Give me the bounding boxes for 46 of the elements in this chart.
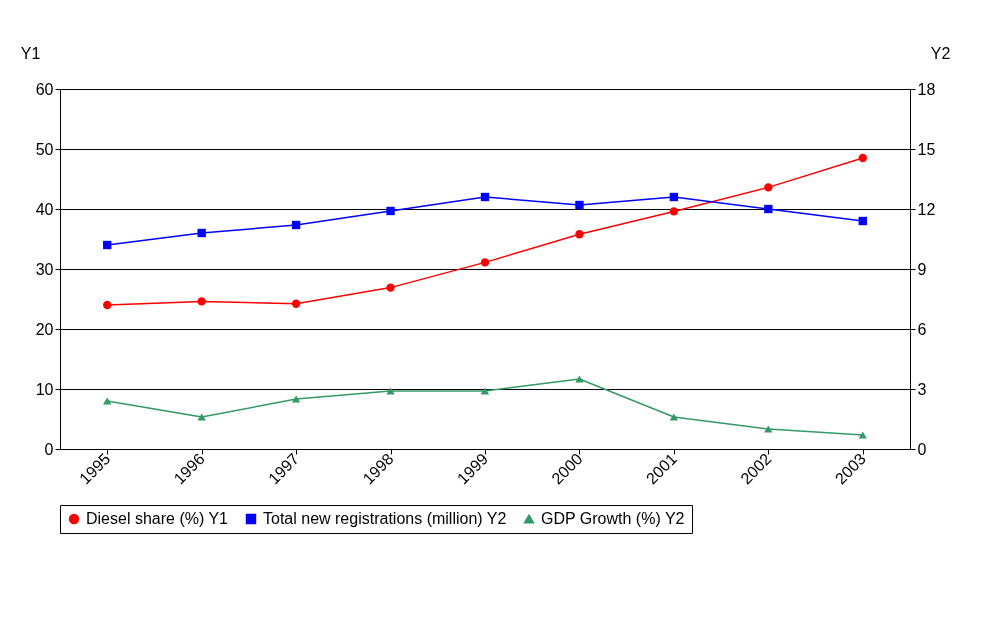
point: [291, 395, 301, 403]
point: [764, 425, 773, 433]
point: [197, 297, 206, 306]
point: [291, 299, 301, 308]
point: [764, 204, 773, 214]
y2-tick-label: 6: [917, 320, 927, 338]
point: [669, 207, 679, 216]
point: [103, 300, 112, 310]
point: [291, 220, 301, 230]
point: [858, 431, 867, 439]
point: [575, 200, 584, 210]
point: [575, 375, 584, 383]
point: [197, 413, 206, 421]
y-tick-label: 50: [35, 140, 54, 158]
point: [480, 387, 490, 395]
point: [858, 153, 867, 163]
point: [764, 183, 773, 192]
point: [480, 192, 490, 202]
y2-tick-label: 15: [917, 140, 936, 158]
y2-axis-title: Y2: [930, 44, 951, 62]
legend-label: Diesel share (%) Y1: [86, 510, 229, 527]
point: [669, 413, 679, 421]
y-tick-label: 30: [35, 260, 54, 278]
point: [480, 258, 490, 267]
y-axis-title: Y1: [20, 44, 41, 62]
y2-tick-label: 9: [917, 260, 927, 278]
point: [386, 387, 395, 395]
y-tick-label: 0: [44, 440, 54, 458]
point: [103, 397, 112, 405]
point: [386, 206, 395, 216]
y2-tick-label: 12: [917, 200, 936, 218]
legend-label: Total new registrations (million) Y2: [263, 510, 507, 527]
y-tick-label: 10: [35, 380, 54, 398]
y2-tick-label: 3: [917, 380, 927, 398]
y2-tick-label: 0: [917, 440, 927, 458]
y-tick-label: 60: [35, 80, 54, 98]
y-tick-label: 40: [35, 200, 54, 218]
point: [575, 230, 584, 239]
point: [386, 283, 395, 292]
point: [103, 240, 112, 250]
legend-label: GDP Growth (%) Y2: [541, 510, 685, 527]
point: [197, 228, 206, 238]
y-tick-label: 20: [35, 320, 54, 338]
y2-tick-label: 18: [917, 80, 936, 98]
point: [858, 216, 867, 226]
point: [669, 192, 679, 202]
